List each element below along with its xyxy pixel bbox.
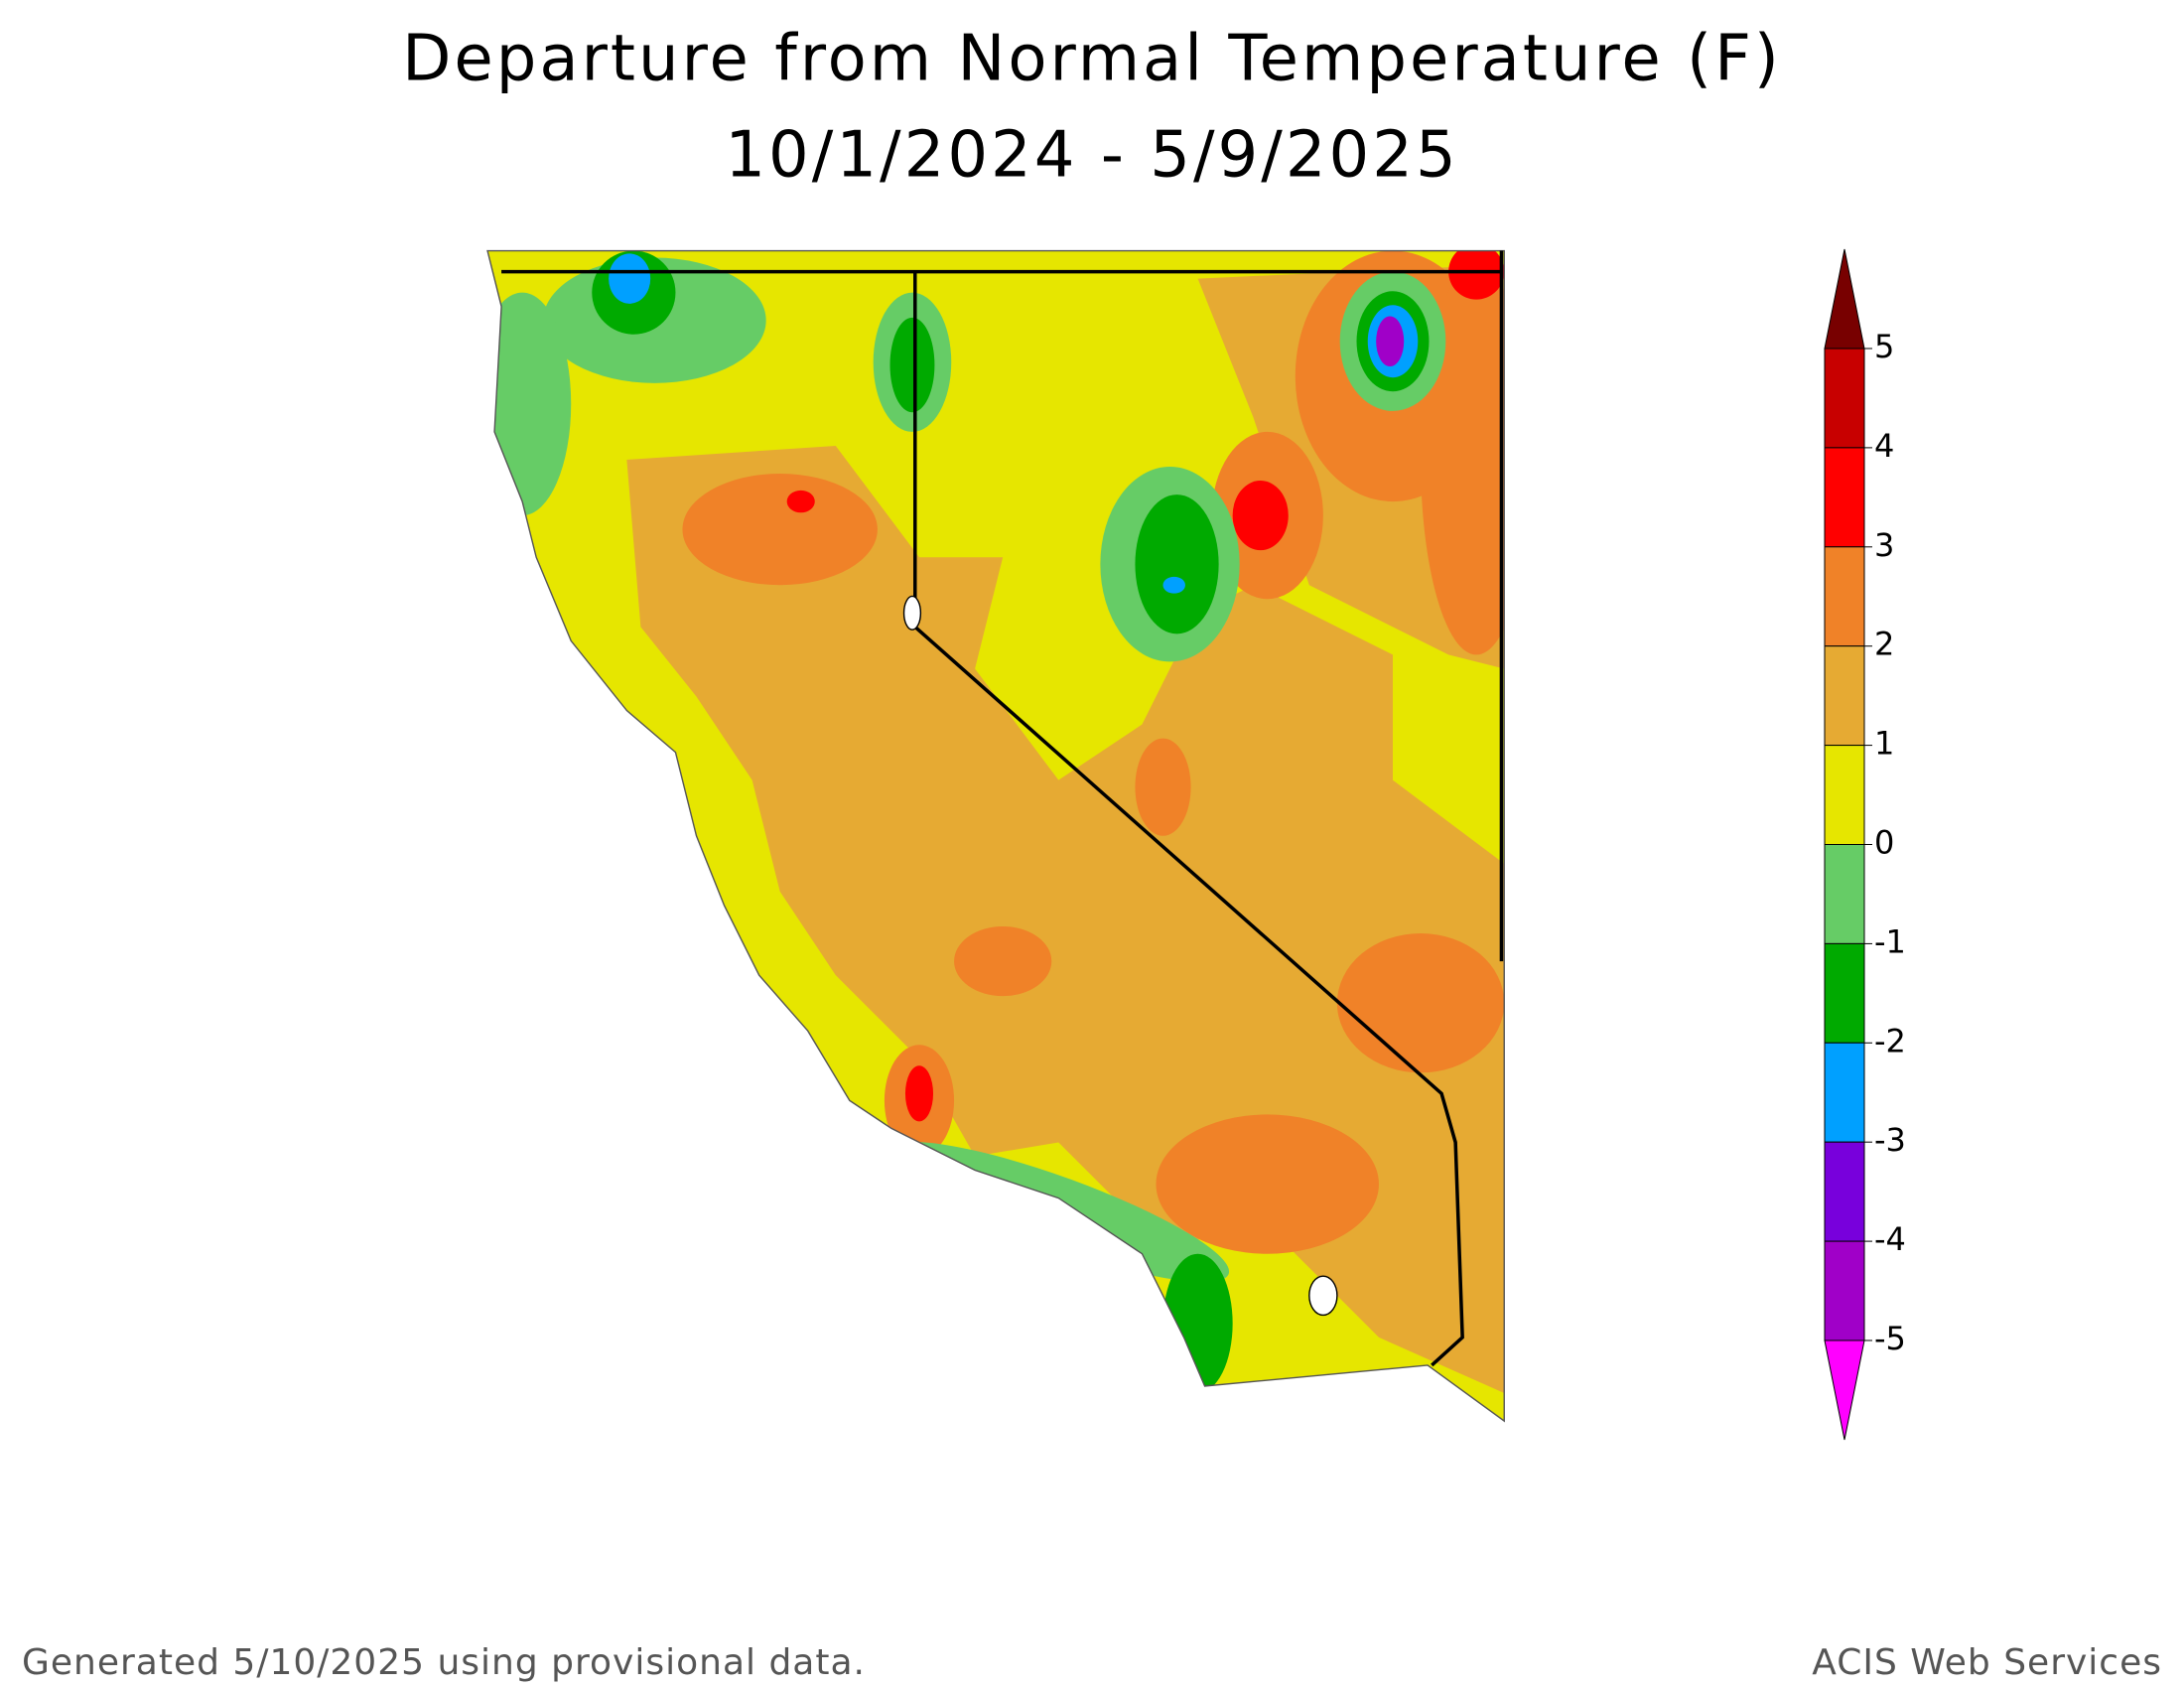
color-bin (1824, 248, 1865, 350)
tick-label: 3 (1874, 526, 1894, 564)
tick-label: 0 (1874, 824, 1894, 862)
footer-right: ACIS Web Services (1812, 1642, 2162, 1683)
tick-label: 4 (1874, 427, 1894, 465)
region-fill (889, 317, 935, 413)
lake-tahoe (902, 595, 922, 631)
color-bar: 5 4 3 2 1 0 -1 -2 -3 -4 -5 (1824, 248, 1906, 1441)
region-fill (1135, 494, 1219, 634)
tick-label: 2 (1874, 626, 1894, 663)
region-fill (682, 474, 878, 586)
region-fill (1336, 933, 1505, 1073)
tick-label: -5 (1874, 1320, 1906, 1357)
coast-outline (486, 249, 1505, 1423)
region-fill (1135, 738, 1191, 836)
map-title: Departure from Normal Temperature (F) (402, 23, 1782, 96)
region-fill (609, 253, 651, 304)
color-bin (1824, 1141, 1865, 1242)
state-border (913, 271, 1464, 1367)
color-bin (1824, 1339, 1865, 1441)
tick-label: 1 (1874, 725, 1894, 763)
color-bin (1824, 447, 1865, 548)
tick-label: -1 (1874, 922, 1906, 960)
tick-label: -2 (1874, 1022, 1906, 1059)
color-bin (1824, 348, 1865, 449)
map-subtitle: 10/1/2024 - 5/9/2025 (725, 119, 1458, 193)
map (486, 249, 1505, 1423)
tick-label: -4 (1874, 1220, 1906, 1258)
color-bin (1824, 546, 1865, 647)
footer-left: Generated 5/10/2025 using provisional da… (22, 1642, 866, 1683)
region-fill (1376, 316, 1405, 366)
color-bin (1824, 942, 1865, 1044)
color-bin (1824, 645, 1865, 747)
color-bin (1824, 1042, 1865, 1143)
region-fill (1162, 1253, 1233, 1393)
color-bin (1824, 1240, 1865, 1341)
region-fill (487, 292, 572, 516)
color-bin (1824, 745, 1865, 845)
tick-label: 5 (1874, 328, 1894, 365)
region-fill (954, 925, 1052, 997)
color-bin (1824, 844, 1865, 944)
region-fill (1421, 264, 1505, 655)
tick-label: -3 (1874, 1121, 1906, 1159)
salton-sea (1308, 1275, 1338, 1317)
region-fill (1156, 1114, 1379, 1254)
region-fill (786, 490, 815, 513)
region-fill (1162, 576, 1185, 594)
region-fill (904, 1065, 934, 1122)
region-fill (1232, 481, 1289, 551)
